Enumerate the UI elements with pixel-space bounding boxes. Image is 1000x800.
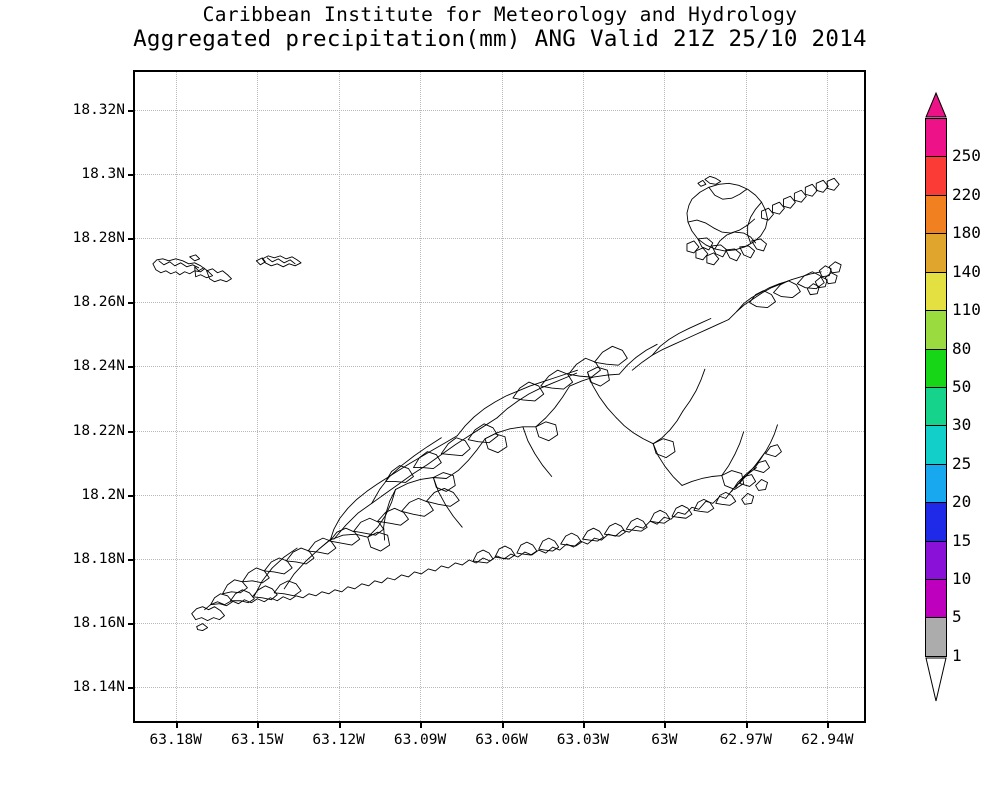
colorbar-segment: 220	[926, 157, 981, 204]
colorbar-over-arrow	[925, 92, 947, 118]
x-tick-label: 63.15W	[230, 732, 284, 748]
y-tick-mark	[128, 238, 135, 241]
x-tick-label: 63.09W	[393, 732, 447, 748]
colorbar-segment: 15	[926, 503, 971, 550]
map-plot-area: 18.32N 18.3N 18.28N 18.26N 18.24N 18.22N 18.2N…	[73, 70, 866, 748]
gridline-vertical	[582, 72, 584, 721]
gridline-vertical	[745, 72, 747, 721]
y-tick-label: 18.26N	[72, 294, 125, 311]
gridline-horizontal	[135, 238, 864, 240]
gridline-horizontal	[135, 494, 864, 496]
x-tick-label: 63.12W	[312, 732, 365, 748]
x-tick-label: 62.94W	[801, 732, 854, 748]
title-block: Caribbean Institute for Meteorology and …	[0, 4, 1000, 52]
gridline-horizontal	[135, 686, 864, 688]
colorbar-tick-label: 220	[952, 184, 981, 204]
x-tick-mark	[582, 721, 585, 728]
colorbar-tick-label: 20	[952, 492, 972, 512]
y-tick-label: 18.28N	[72, 230, 125, 247]
colorbar-tick-label: 80	[952, 338, 972, 358]
colorbar-segment: 1	[926, 618, 962, 665]
precipitation-colorbar: 250 220 180 140 110 80 50 30 25 20 15 10 5 1	[925, 92, 981, 702]
colorbar-segment: 20	[926, 464, 971, 511]
x-tick-mark	[664, 721, 667, 728]
y-tick-label: 18.18N	[72, 550, 125, 567]
x-tick-mark	[257, 721, 260, 728]
gridline-horizontal	[135, 558, 864, 560]
colorbar-segment: 140	[926, 234, 981, 281]
gridline-vertical	[501, 72, 503, 721]
colorbar-segment: 180	[926, 195, 981, 242]
colorbar-tick-label: 50	[952, 376, 972, 396]
gridline-vertical	[827, 72, 829, 721]
colorbar-segment: 25	[926, 426, 971, 473]
colorbar-tick-label: 5	[952, 607, 962, 627]
colorbar-segment: 250	[926, 119, 981, 165]
gridline-vertical	[175, 72, 177, 721]
x-tick-label: 63.18W	[149, 732, 202, 748]
y-tick-mark	[128, 558, 135, 561]
colorbar-segments: 250 220 180 140 110 80 50 30 25 20 15 10 5 1	[925, 118, 981, 665]
colorbar-tick-label: 25	[952, 453, 972, 473]
gridline-horizontal	[135, 430, 864, 432]
y-tick-label: 18.22N	[72, 422, 125, 439]
y-tick-mark	[128, 622, 135, 625]
colorbar-segment: 30	[926, 387, 971, 434]
colorbar-under-arrow	[925, 657, 947, 702]
x-tick-mark	[420, 721, 423, 728]
y-tick-mark	[128, 494, 135, 497]
colorbar-tick-label: 30	[952, 415, 972, 435]
x-tick-mark	[827, 721, 830, 728]
y-tick-mark	[128, 686, 135, 689]
colorbar-segment: 80	[926, 311, 971, 358]
y-tick-label: 18.14N	[72, 678, 125, 695]
y-tick-label: 18.16N	[72, 614, 125, 631]
colorbar-tick-label: 140	[952, 261, 981, 281]
x-tick-label: 63W	[651, 732, 678, 748]
page-title: Aggregated precipitation(mm) ANG Valid 2…	[133, 25, 867, 52]
x-tick-label: 62.97W	[719, 732, 773, 748]
anguilla-coastline-map	[152, 175, 842, 632]
gridline-vertical	[338, 72, 340, 721]
institute-title: Caribbean Institute for Meteorology and …	[202, 3, 798, 26]
gridline-horizontal	[135, 366, 864, 368]
y-tick-mark	[128, 366, 135, 369]
x-tick-mark	[745, 721, 748, 728]
y-tick-label: 18.24N	[72, 358, 125, 375]
gridline-horizontal	[135, 622, 864, 624]
y-tick-mark	[128, 110, 135, 113]
colorbar-segment: 10	[926, 541, 971, 588]
x-tick-mark	[501, 721, 504, 728]
x-tick-label: 63.06W	[475, 732, 528, 748]
colorbar-segment: 5	[926, 580, 962, 626]
colorbar-tick-label: 1	[952, 645, 962, 665]
colorbar-segment: 110	[926, 272, 981, 319]
x-tick-mark	[338, 721, 341, 728]
y-tick-mark	[128, 430, 135, 433]
gridline-vertical	[664, 72, 666, 721]
y-tick-label: 18.3N	[81, 166, 125, 183]
y-tick-mark	[128, 174, 135, 177]
y-tick-label: 18.32N	[72, 102, 125, 119]
y-tick-mark	[128, 302, 135, 305]
gridline-horizontal	[135, 174, 864, 176]
y-tick-label: 18.2N	[81, 486, 125, 503]
x-tick-label: 63.03W	[556, 732, 610, 748]
gridline-horizontal	[135, 302, 864, 304]
colorbar-tick-label: 180	[952, 223, 981, 243]
colorbar-tick-label: 15	[952, 530, 972, 550]
gridline-horizontal	[135, 110, 864, 112]
map-canvas	[135, 72, 864, 721]
colorbar-tick-label: 250	[952, 146, 981, 166]
gridline-vertical	[257, 72, 259, 721]
gridline-vertical	[420, 72, 422, 721]
colorbar-segment: 50	[926, 349, 971, 396]
colorbar-tick-label: 110	[952, 300, 981, 320]
colorbar-tick-label: 10	[952, 569, 972, 589]
x-tick-mark	[175, 721, 178, 728]
